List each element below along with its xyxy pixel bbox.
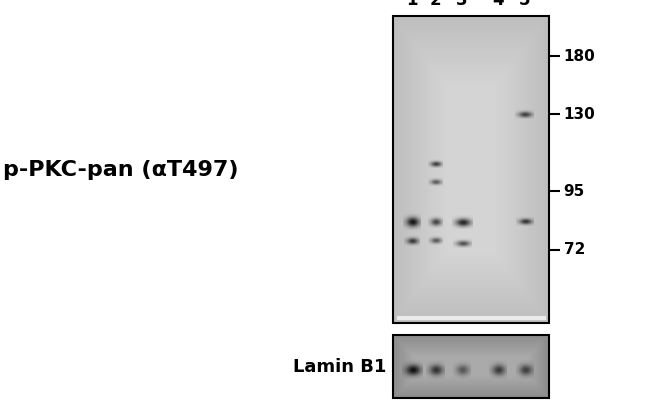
- Bar: [393, 16, 549, 323]
- Text: 3: 3: [456, 0, 468, 9]
- Text: 95: 95: [564, 184, 585, 199]
- Text: 5: 5: [519, 0, 530, 9]
- Bar: [393, 335, 549, 398]
- Text: 1: 1: [406, 0, 418, 9]
- Text: 2: 2: [430, 0, 441, 9]
- Text: 72: 72: [564, 242, 585, 257]
- Text: p-PKC-pan (αT497): p-PKC-pan (αT497): [3, 160, 239, 180]
- Text: 4: 4: [492, 0, 504, 9]
- Text: 130: 130: [564, 107, 595, 122]
- Text: 180: 180: [564, 48, 595, 63]
- Text: Lamin B1: Lamin B1: [293, 358, 387, 376]
